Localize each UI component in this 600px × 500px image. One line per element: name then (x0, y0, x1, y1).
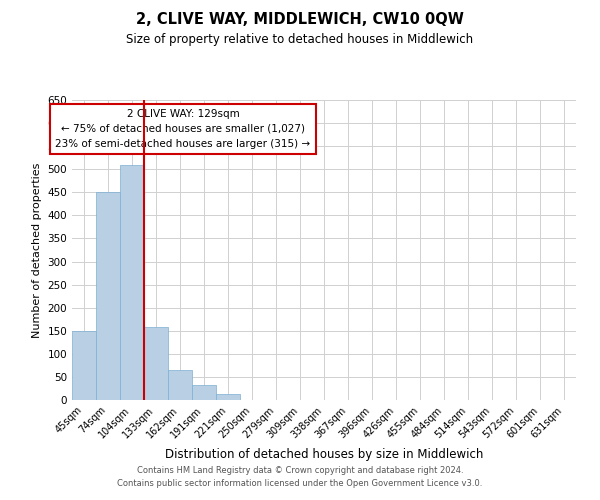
Bar (144, 327, 168, 400)
Bar (120, 164, 144, 400)
Text: Size of property relative to detached houses in Middlewich: Size of property relative to detached ho… (127, 32, 473, 46)
Text: 2 CLIVE WAY: 129sqm
← 75% of detached houses are smaller (1,027)
23% of semi-det: 2 CLIVE WAY: 129sqm ← 75% of detached ho… (55, 109, 310, 148)
Y-axis label: Number of detached properties: Number of detached properties (32, 162, 42, 338)
Text: 2, CLIVE WAY, MIDDLEWICH, CW10 0QW: 2, CLIVE WAY, MIDDLEWICH, CW10 0QW (136, 12, 464, 28)
Bar (192, 385, 216, 400)
X-axis label: Distribution of detached houses by size in Middlewich: Distribution of detached houses by size … (165, 448, 483, 461)
Bar (168, 370, 192, 400)
Bar (216, 394, 240, 400)
Bar (72, 331, 96, 400)
Text: Contains HM Land Registry data © Crown copyright and database right 2024.
Contai: Contains HM Land Registry data © Crown c… (118, 466, 482, 487)
Bar (96, 192, 120, 400)
